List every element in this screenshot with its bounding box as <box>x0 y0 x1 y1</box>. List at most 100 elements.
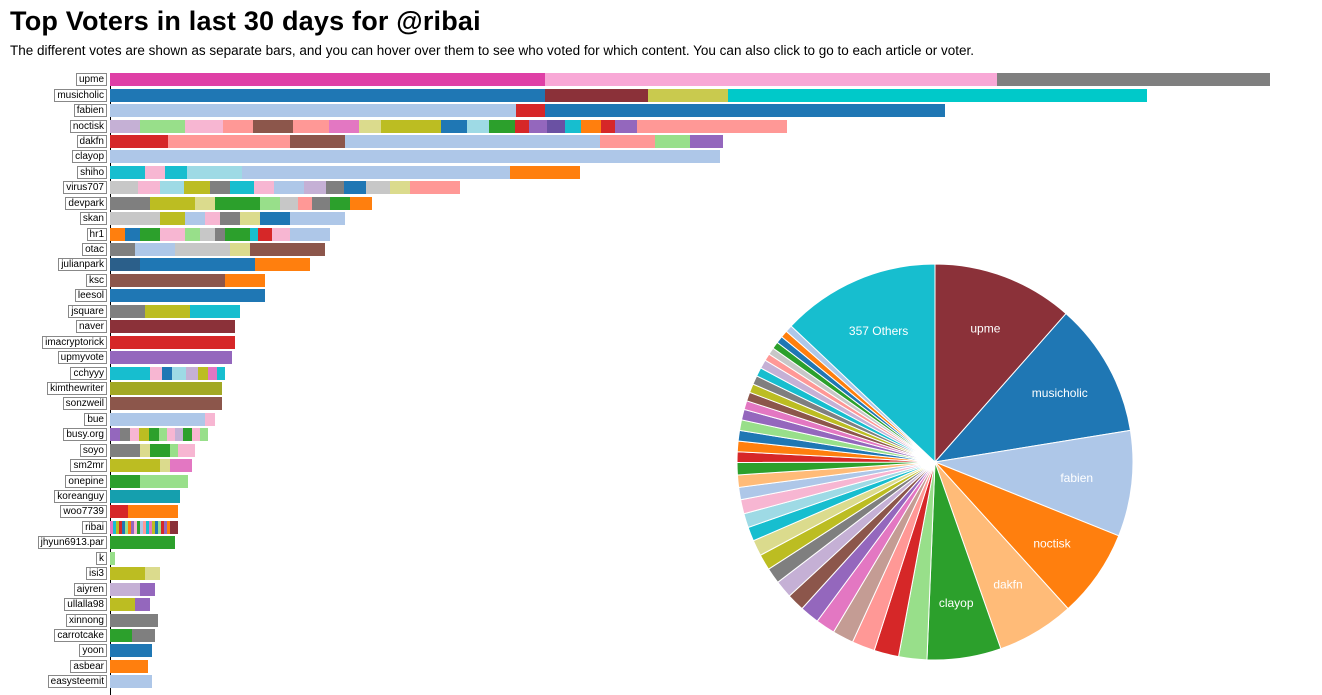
vote-segment[interactable] <box>304 181 326 195</box>
voter-label[interactable]: onepine <box>65 474 107 488</box>
vote-segment[interactable] <box>195 196 215 210</box>
voter-label[interactable]: yoon <box>79 644 107 658</box>
vote-segment[interactable] <box>441 119 467 133</box>
voter-label[interactable]: asbear <box>70 659 107 673</box>
vote-segment[interactable] <box>260 212 290 226</box>
vote-segment[interactable] <box>110 196 150 210</box>
vote-segment[interactable] <box>254 181 274 195</box>
voter-label[interactable]: julianpark <box>58 258 107 272</box>
vote-segment[interactable] <box>516 104 545 118</box>
vote-segment[interactable] <box>140 119 185 133</box>
vote-segment[interactable] <box>160 181 184 195</box>
voter-label[interactable]: kimthewriter <box>47 381 107 395</box>
voter-label[interactable]: imacryptorick <box>42 335 107 349</box>
vote-segment[interactable] <box>467 119 489 133</box>
vote-segment[interactable] <box>240 212 260 226</box>
vote-segment[interactable] <box>110 335 235 349</box>
vote-segment[interactable] <box>648 88 728 102</box>
vote-segment[interactable] <box>110 227 125 241</box>
vote-segment[interactable] <box>110 104 516 118</box>
vote-segment[interactable] <box>160 459 170 473</box>
vote-segment[interactable] <box>172 366 186 380</box>
vote-segment[interactable] <box>132 628 155 642</box>
voter-label[interactable]: fabien <box>73 104 107 118</box>
vote-segment[interactable] <box>155 520 158 534</box>
vote-segment[interactable] <box>149 520 152 534</box>
vote-segment[interactable] <box>110 628 132 642</box>
vote-segment[interactable] <box>312 196 330 210</box>
vote-segment[interactable] <box>326 181 344 195</box>
voter-label[interactable]: jhyun6913.par <box>37 536 107 550</box>
vote-segment[interactable] <box>110 443 140 457</box>
vote-segment[interactable] <box>280 196 298 210</box>
vote-segment[interactable] <box>581 119 601 133</box>
vote-segment[interactable] <box>260 196 280 210</box>
vote-segment[interactable] <box>160 212 185 226</box>
voter-label[interactable]: carrotcake <box>54 628 107 642</box>
vote-segment[interactable] <box>185 212 205 226</box>
vote-segment[interactable] <box>175 243 230 257</box>
vote-segment[interactable] <box>110 134 168 148</box>
pie-slice[interactable]: upme <box>934 263 1067 464</box>
vote-segment[interactable] <box>110 366 150 380</box>
vote-segment[interactable] <box>110 150 720 164</box>
vote-segment[interactable] <box>529 119 547 133</box>
voter-label[interactable]: upmyvote <box>57 351 107 365</box>
voter-label[interactable]: aiyren <box>73 582 107 596</box>
vote-segment[interactable] <box>200 227 215 241</box>
vote-segment[interactable] <box>290 134 345 148</box>
vote-segment[interactable] <box>110 520 113 534</box>
vote-segment[interactable] <box>997 73 1270 87</box>
vote-segment[interactable] <box>205 412 215 426</box>
vote-segment[interactable] <box>170 520 178 534</box>
voter-label[interactable]: naver <box>75 320 107 334</box>
vote-segment[interactable] <box>359 119 381 133</box>
vote-segment[interactable] <box>655 134 690 148</box>
vote-segment[interactable] <box>145 567 160 581</box>
vote-segment[interactable] <box>122 520 125 534</box>
vote-segment[interactable] <box>110 644 152 658</box>
voter-label[interactable]: ullalla98 <box>64 598 107 612</box>
vote-segment[interactable] <box>366 181 390 195</box>
vote-segment[interactable] <box>110 381 222 395</box>
vote-segment[interactable] <box>329 119 359 133</box>
voter-label[interactable]: woo7739 <box>60 505 107 519</box>
voter-label[interactable]: ksc <box>86 273 107 287</box>
vote-segment[interactable] <box>208 366 217 380</box>
vote-segment[interactable] <box>253 119 293 133</box>
voter-label[interactable]: cchyyy <box>70 366 107 380</box>
voter-label[interactable]: k <box>96 551 107 565</box>
vote-segment[interactable] <box>110 675 152 689</box>
vote-segment[interactable] <box>159 428 167 442</box>
vote-segment[interactable] <box>185 227 200 241</box>
vote-segment[interactable] <box>139 428 149 442</box>
vote-segment[interactable] <box>110 412 205 426</box>
vote-segment[interactable] <box>510 165 580 179</box>
vote-segment[interactable] <box>119 520 122 534</box>
vote-segment[interactable] <box>250 243 325 257</box>
vote-segment[interactable] <box>225 227 250 241</box>
vote-segment[interactable] <box>615 119 637 133</box>
vote-segment[interactable] <box>150 196 195 210</box>
voter-label[interactable]: otac <box>82 243 107 257</box>
vote-segment[interactable] <box>274 181 304 195</box>
vote-segment[interactable] <box>161 520 164 534</box>
vote-segment[interactable] <box>145 304 190 318</box>
vote-segment[interactable] <box>190 304 240 318</box>
voter-label[interactable]: busy.org <box>63 428 107 442</box>
vote-segment[interactable] <box>110 258 140 272</box>
vote-segment[interactable] <box>116 520 119 534</box>
vote-segment[interactable] <box>110 551 115 565</box>
voter-label[interactable]: musicholic <box>54 88 107 102</box>
vote-segment[interactable] <box>489 119 515 133</box>
vote-segment[interactable] <box>140 227 160 241</box>
voter-label[interactable]: clayop <box>72 150 107 164</box>
voter-label[interactable]: dakfn <box>76 134 107 148</box>
vote-segment[interactable] <box>250 227 258 241</box>
vote-segment[interactable] <box>125 227 140 241</box>
voter-label[interactable]: soyo <box>79 443 107 457</box>
vote-segment[interactable] <box>150 366 162 380</box>
vote-segment[interactable] <box>225 273 265 287</box>
vote-segment[interactable] <box>158 520 161 534</box>
vote-segment[interactable] <box>110 397 222 411</box>
